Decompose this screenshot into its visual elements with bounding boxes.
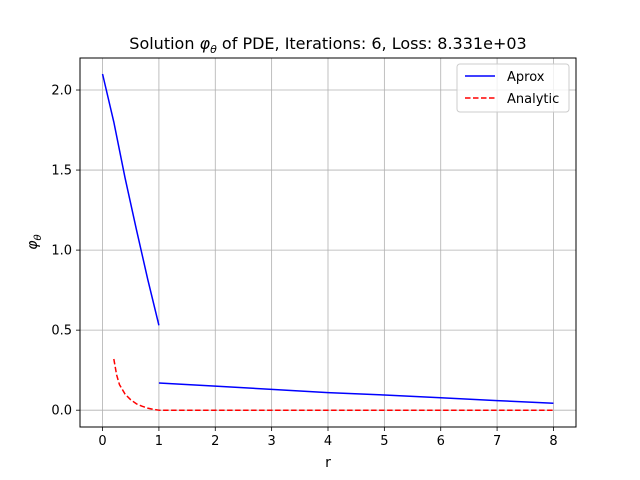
x-tick-label: 5 (380, 434, 388, 449)
chart-title-symbol: φ (200, 34, 211, 53)
chart-title-subscript: θ (210, 43, 217, 56)
y-tick-label: 0.0 (51, 404, 72, 419)
y-tick-label: 0.5 (51, 324, 72, 339)
y-axis-label-symbol: φ (25, 240, 41, 250)
y-tick-label: 1.0 (51, 244, 72, 259)
x-tick-label: 8 (549, 434, 557, 449)
y-tick-label: 2.0 (51, 84, 72, 99)
legend-label-analytic: Analytic (507, 92, 559, 107)
legend: Aprox Analytic (456, 63, 570, 113)
x-tick-label: 6 (437, 434, 445, 449)
series-line-aprox (101, 73, 160, 326)
axis-ticks: 0 1 2 3 4 5 6 7 8 0.0 0.5 1.0 1.5 2.0 (51, 84, 557, 449)
plot-series (101, 73, 554, 411)
series-line-analytic (113, 358, 554, 411)
chart-title-prefix: Solution (129, 34, 199, 53)
y-axis-label: φθ (25, 234, 44, 249)
y-tick-label: 1.5 (51, 164, 72, 179)
x-tick-label: 1 (155, 434, 163, 449)
x-axis-label: r (325, 455, 331, 471)
y-axis-label-subscript: θ (33, 234, 44, 240)
legend-label-aprox: Aprox (507, 70, 545, 85)
chart-title: Solution φθ of PDE, Iterations: 6, Loss:… (129, 34, 526, 56)
x-tick-label: 2 (211, 434, 219, 449)
chart-title-suffix: of PDE, Iterations: 6, Loss: 8.331e+03 (217, 34, 527, 53)
x-tick-label: 7 (493, 434, 501, 449)
series-line-aprox (158, 382, 554, 405)
x-tick-label: 3 (267, 434, 275, 449)
x-tick-label: 4 (324, 434, 332, 449)
x-tick-label: 0 (98, 434, 106, 449)
